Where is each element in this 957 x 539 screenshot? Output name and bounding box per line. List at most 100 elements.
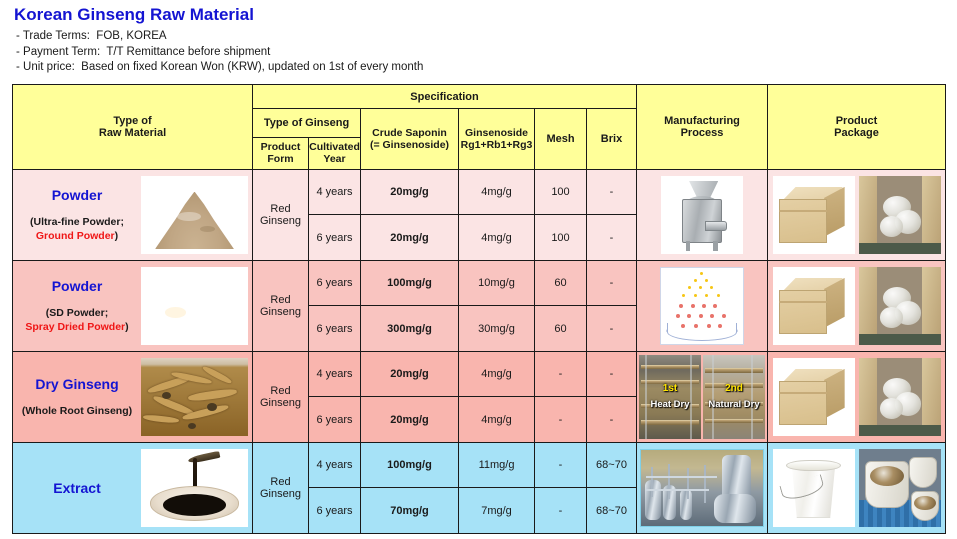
cell-raw-material-extract: Extract — [12, 441, 253, 535]
table-row: Dry Ginseng (Whole Root Ginseng) — [12, 350, 946, 443]
cell-mesh: 60 — [534, 259, 587, 307]
cell-raw-material-ultra-fine-powder: Powder (Ultra-fine Powder; Ground Powder… — [12, 168, 253, 261]
trade-terms-list: - Trade Terms: FOB, KOREA - Payment Term… — [16, 29, 423, 76]
header-brix: Brix — [586, 108, 637, 170]
header-manufacturing-process: Manufacturing Process — [636, 84, 768, 170]
drying-stage-2-order: 2nd — [725, 383, 743, 395]
cell-brix: - — [586, 259, 637, 307]
cell-mesh: 60 — [534, 305, 587, 352]
cell-mesh: 100 — [534, 214, 587, 261]
product-form-line1: Red — [270, 384, 291, 397]
cell-manufacturing-extract — [636, 441, 768, 535]
row-subtitle-plain: (Ultra-fine Powder; — [30, 215, 124, 228]
row-subtitle-highlight: Ground Powder — [35, 229, 115, 242]
cell-ginsenoside: 7mg/g — [458, 487, 535, 534]
drying-stage-1-name: Heat Dry — [650, 398, 690, 410]
header-crude-saponin: Crude Saponin (= Ginsenoside) — [360, 108, 459, 170]
term-trade-terms: - Trade Terms: FOB, KOREA — [16, 30, 167, 42]
cell-mesh: - — [534, 396, 587, 443]
table-header-row-3: Product Form Cultivated Year — [13, 136, 946, 170]
cell-cultivated-year: 4 years — [308, 350, 361, 398]
cell-ginsenoside: 11mg/g — [458, 441, 535, 489]
cell-crude-saponin: 20mg/g — [360, 396, 459, 443]
product-form-line2: Ginseng — [260, 214, 301, 227]
grinding-machine-photo — [661, 175, 743, 254]
cell-raw-material-dry-ginseng: Dry Ginseng (Whole Root Ginseng) — [12, 350, 253, 443]
cell-manufacturing-dry-ginseng: 1st Heat Dry 2nd Natural Dry — [636, 350, 768, 443]
header-product-package: Product Package — [767, 84, 946, 170]
specification-table: Type of Raw Material Specification Manuf… — [12, 83, 946, 535]
drying-racks-photo: 1st Heat Dry 2nd Natural Dry — [639, 354, 765, 439]
header-cultivated-year-line2: Year — [323, 153, 346, 166]
ultra-fine-powder-photo — [141, 175, 248, 254]
cell-crude-saponin: 20mg/g — [360, 168, 459, 216]
row-subtitle-plain: (SD Powder; — [45, 306, 109, 319]
row-title-ultra-fine-powder: Powder — [51, 186, 103, 203]
cell-cultivated-year: 6 years — [308, 396, 361, 443]
packed-bags-in-carton-photo — [858, 266, 941, 345]
cell-ginsenoside: 4mg/g — [458, 168, 535, 216]
cell-crude-saponin: 300mg/g — [360, 305, 459, 352]
cell-raw-material-spray-dried-powder: Powder (SD Powder; Spray Dried Powder) — [12, 259, 253, 352]
header-ginsenoside: Ginsenoside Rg1+Rb1+Rg3 — [458, 108, 535, 170]
cell-package-extract — [767, 441, 946, 535]
cell-brix: - — [586, 168, 637, 216]
cell-package-spray-dried-powder — [767, 259, 946, 352]
term-payment-term: - Payment Term: T/T Remittance before sh… — [16, 45, 271, 58]
table-header-row-1: Type of Raw Material Specification Manuf… — [12, 83, 946, 170]
cell-mesh: - — [534, 350, 587, 398]
row-subtitle-close: ) — [114, 229, 119, 242]
cell-crude-saponin: 20mg/g — [360, 214, 459, 261]
carton-box-photo — [772, 357, 855, 436]
drying-stage-2-name: Natural Dry — [708, 398, 760, 410]
white-pail-photo — [772, 448, 855, 527]
header-package-line1: Product — [835, 114, 878, 127]
cell-package-dry-ginseng — [767, 350, 946, 443]
cell-manufacturing-spray-dried-powder — [636, 259, 768, 352]
cell-ginsenoside: 4mg/g — [458, 214, 535, 261]
header-specification: Specification — [252, 83, 637, 110]
cell-manufacturing-ultra-fine-powder — [636, 168, 768, 261]
carton-box-photo — [772, 175, 855, 254]
header-crude-saponin-line1: Crude Saponin — [372, 127, 447, 140]
cell-crude-saponin: 70mg/g — [360, 487, 459, 534]
header-raw-material-line1: Type of — [113, 114, 152, 127]
cell-mesh: - — [534, 487, 587, 534]
cell-brix: - — [586, 350, 637, 398]
header-product-form: Product Form — [252, 136, 309, 170]
cell-brix: 68~70 — [586, 441, 637, 489]
header-ginsenoside-line1: Ginsenoside — [464, 127, 528, 140]
cell-ginsenoside: 4mg/g — [458, 396, 535, 443]
header-product-form-line2: Form — [267, 153, 294, 166]
cell-crude-saponin: 100mg/g — [360, 259, 459, 307]
cell-cultivated-year: 4 years — [308, 168, 361, 216]
cell-cultivated-year: 4 years — [308, 441, 361, 489]
cell-cultivated-year: 6 years — [308, 305, 361, 352]
drying-stage-1-order: 1st — [662, 383, 678, 395]
product-form-line2: Ginseng — [260, 396, 301, 409]
table-row: Powder (SD Powder; Spray Dried Powder) R… — [12, 259, 946, 352]
cell-product-form-dry-ginseng: Red Ginseng — [252, 350, 309, 443]
cell-cultivated-year: 6 years — [308, 214, 361, 261]
extraction-plant-photo — [640, 448, 764, 527]
cell-mesh: 100 — [534, 168, 587, 216]
drying-stage-1: 1st Heat Dry — [639, 354, 701, 439]
row-subtitle-close: ) — [125, 320, 129, 333]
cell-product-form-extract: Red Ginseng — [252, 441, 309, 535]
cell-ginsenoside: 30mg/g — [458, 305, 535, 352]
header-manufacturing-line2: Process — [680, 126, 724, 139]
cell-brix: - — [586, 305, 637, 352]
header-product-form-line1: Product — [260, 141, 301, 154]
row-title-extract: Extract — [53, 479, 101, 496]
cell-ginsenoside: 10mg/g — [458, 259, 535, 307]
cell-brix: - — [586, 396, 637, 443]
header-raw-material-line2: Raw Material — [98, 126, 167, 139]
dry-ginseng-roots-photo — [141, 357, 248, 436]
packed-bags-in-carton-photo — [858, 357, 941, 436]
cell-product-form-ultra-fine-powder: Red Ginseng — [252, 168, 309, 261]
header-type-of-ginseng: Type of Ginseng — [252, 108, 361, 138]
carton-box-photo — [772, 266, 855, 345]
cell-mesh: - — [534, 441, 587, 489]
table-header-row-2: Type of Ginseng Crude Saponin (= Ginseno… — [13, 108, 946, 170]
spray-dryer-diagram — [660, 266, 744, 345]
